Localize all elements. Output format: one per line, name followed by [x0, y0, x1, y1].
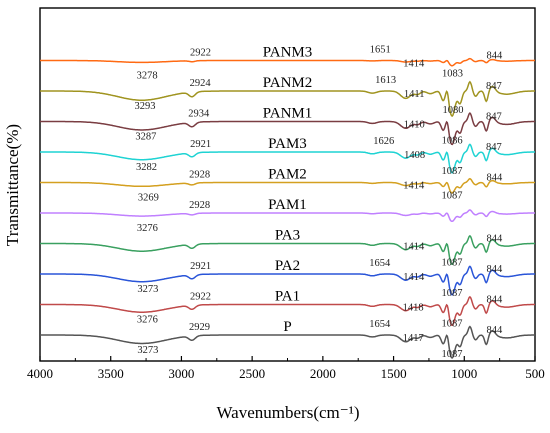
x-tick-label: 3500	[98, 366, 124, 381]
peak-label: 1087	[441, 319, 462, 330]
x-tick-label: 2500	[239, 366, 265, 381]
series-name-label: PAM2	[268, 167, 307, 183]
peak-label: 1414	[403, 272, 425, 283]
peak-label: 1613	[375, 75, 396, 86]
peak-label: 1408	[404, 150, 425, 161]
peak-label: 844	[486, 264, 503, 275]
peak-label: 2929	[189, 322, 210, 333]
peak-label: 3278	[137, 71, 158, 82]
peak-label: 3287	[135, 132, 156, 143]
peak-label: 2934	[188, 109, 210, 120]
peak-label: 2924	[190, 78, 212, 89]
peak-label: 844	[486, 51, 503, 62]
peak-label: 844	[486, 173, 503, 184]
series-name-label: PAM1	[268, 197, 307, 213]
peak-label: 1654	[369, 258, 391, 269]
peak-label: 1087	[441, 349, 462, 360]
series-line-pa2	[40, 265, 535, 296]
x-tick-label: 3000	[168, 366, 194, 381]
series-line-panm1	[40, 112, 535, 146]
peak-label: 2921	[190, 139, 211, 150]
series-line-panm3	[40, 57, 535, 67]
peak-label: 844	[486, 295, 503, 306]
peak-label: 2922	[190, 48, 211, 59]
peak-label: 1414	[403, 242, 425, 253]
peak-label: 1411	[404, 89, 425, 100]
peak-label: 847	[486, 112, 502, 123]
peak-label: 3276	[137, 315, 158, 326]
peak-label: 1654	[369, 319, 391, 330]
x-axis-label: Wavenumbers(cm⁻¹)	[217, 403, 360, 422]
peak-label: 1087	[441, 258, 462, 269]
peak-label: 1087	[441, 166, 462, 177]
peak-label: 1083	[442, 69, 463, 80]
peak-label: 1086	[442, 136, 463, 147]
series-line-p	[40, 325, 535, 359]
series-name-label: PANM1	[263, 106, 312, 122]
peak-labels: 3278 2922 1651 1414 1083 844 3293 2924 1613 1411 1…	[134, 45, 502, 361]
peak-label: 3282	[136, 162, 157, 173]
x-tick-label: 1000	[451, 366, 477, 381]
peak-label: 3269	[138, 193, 159, 204]
peak-label: 1414	[403, 59, 425, 70]
peak-label: 2921	[190, 261, 211, 272]
peak-label: 844	[486, 234, 503, 245]
y-axis-label: Transmittance(%)	[3, 124, 22, 246]
series-line-pa3	[40, 234, 535, 266]
series-line-pa1	[40, 295, 535, 327]
x-tick-label: 1500	[381, 366, 407, 381]
peak-label: 3276	[137, 223, 158, 234]
peak-label: 3273	[137, 284, 158, 295]
series-line-pam2	[40, 177, 535, 194]
series-name-label: PA2	[275, 258, 300, 274]
peak-label: 2928	[189, 200, 210, 211]
series-name-label: PAM3	[268, 136, 307, 152]
peak-label: 1417	[403, 333, 424, 344]
series-name-label: PA3	[275, 228, 300, 244]
series-name-label: PANM2	[263, 75, 312, 91]
peak-label: 844	[486, 325, 503, 336]
series-line-pam3	[40, 143, 535, 174]
series-name-label: PANM3	[263, 45, 312, 61]
peak-label: 1080	[442, 105, 463, 116]
x-tick-label: 4000	[27, 366, 53, 381]
peak-label: 3273	[137, 345, 158, 356]
x-tick-label: 500	[525, 366, 545, 381]
series-labels: PANM3 PANM2 PANM1 PAM3 PAM2 PAM1 PA3 PA2 PA1 P	[263, 45, 312, 336]
peak-label: 847	[486, 81, 502, 92]
peak-label: 2922	[190, 292, 211, 303]
series-name-label: P	[283, 319, 291, 335]
x-tick-label: 2000	[310, 366, 336, 381]
peak-label: 1414	[403, 181, 425, 192]
peak-label: 1651	[370, 45, 391, 56]
peak-label: 1087	[441, 288, 462, 299]
series-line-pam1	[40, 209, 535, 223]
peak-label: 3293	[134, 101, 155, 112]
series-name-label: PA1	[275, 289, 300, 305]
peak-label: 847	[486, 142, 502, 153]
peak-label: 1410	[404, 120, 425, 131]
x-axis-ticks: 4000 3500 3000 2500 2000 1500 1000 500	[27, 356, 545, 381]
peak-label: 1418	[403, 303, 424, 314]
peak-label: 2928	[189, 170, 210, 181]
series-line-panm2	[40, 80, 535, 117]
peak-label: 1087	[441, 191, 462, 202]
peak-label: 1626	[373, 136, 394, 147]
spectra-lines	[40, 57, 535, 359]
